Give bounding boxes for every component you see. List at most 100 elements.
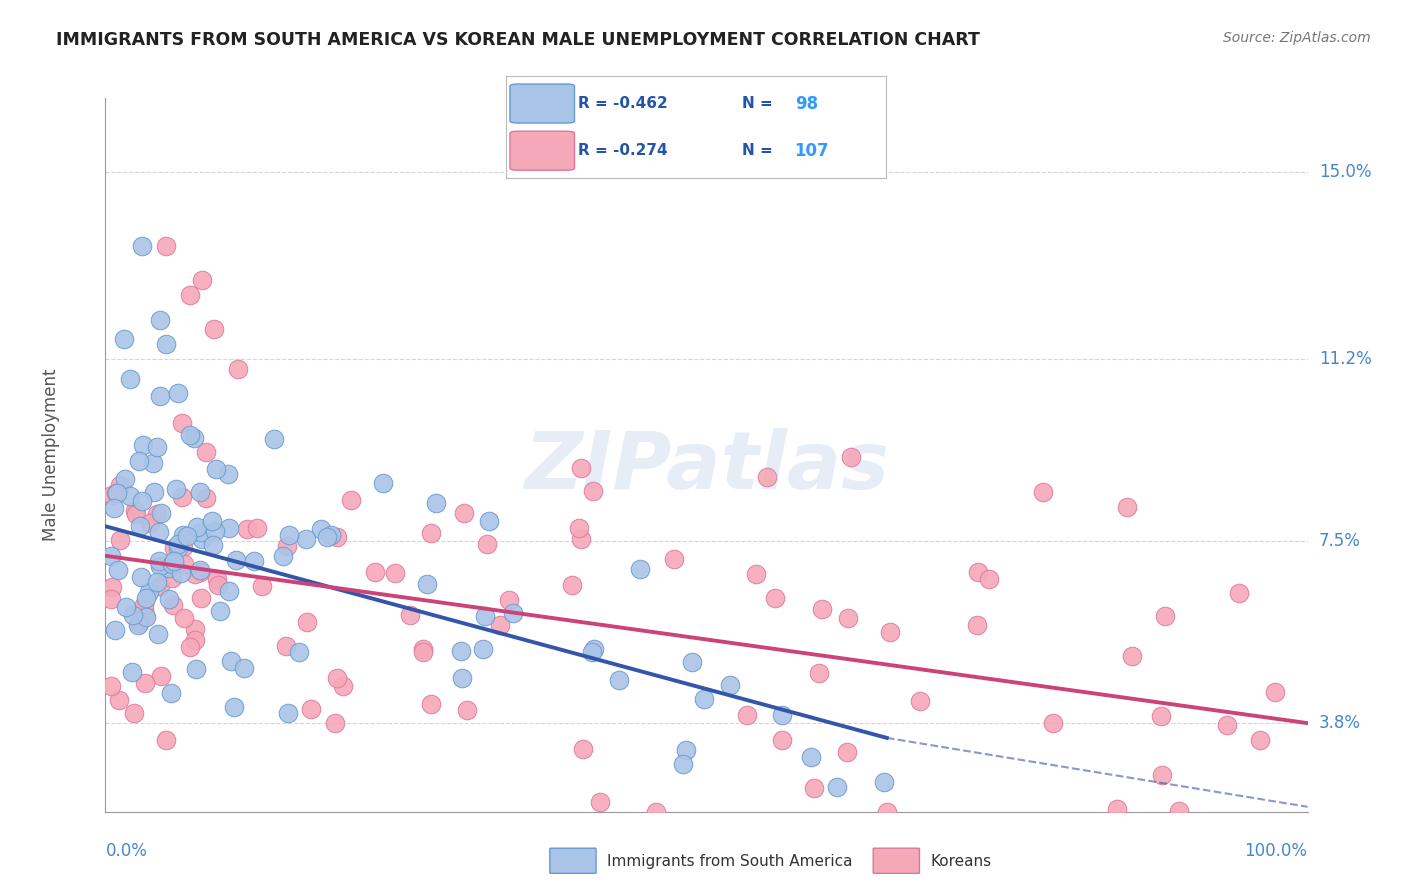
Point xyxy=(149,506,172,520)
Point xyxy=(299,702,322,716)
Point xyxy=(170,490,193,504)
Point xyxy=(745,567,768,582)
Point xyxy=(127,617,149,632)
Point xyxy=(879,624,901,639)
Point xyxy=(456,703,478,717)
Point xyxy=(142,456,165,470)
Point xyxy=(188,484,211,499)
Point xyxy=(309,522,332,536)
Point xyxy=(770,733,793,747)
Point xyxy=(172,528,194,542)
Point xyxy=(170,566,193,580)
Point xyxy=(100,592,122,607)
Point xyxy=(274,640,297,654)
Point xyxy=(135,591,157,605)
Point xyxy=(173,558,195,572)
Point xyxy=(263,432,285,446)
Point xyxy=(112,333,135,347)
Point xyxy=(569,460,592,475)
Point xyxy=(120,372,142,386)
Point xyxy=(294,533,316,547)
Point xyxy=(412,645,434,659)
Point xyxy=(839,450,862,465)
Point xyxy=(295,615,318,630)
Point xyxy=(170,416,193,430)
Point xyxy=(966,565,988,579)
FancyBboxPatch shape xyxy=(873,848,920,873)
Point xyxy=(101,488,124,502)
Point xyxy=(837,610,859,624)
Text: Immigrants from South America: Immigrants from South America xyxy=(607,855,853,869)
Point xyxy=(416,576,439,591)
Text: Male Unemployment: Male Unemployment xyxy=(42,368,60,541)
Point xyxy=(277,706,299,720)
Point xyxy=(101,580,124,594)
Point xyxy=(108,692,131,706)
Point xyxy=(1032,484,1054,499)
Point xyxy=(569,532,592,546)
Point xyxy=(184,622,207,636)
Point xyxy=(420,697,443,711)
Point xyxy=(582,483,605,498)
Point xyxy=(129,519,152,533)
Point xyxy=(876,805,898,819)
Point xyxy=(205,462,228,476)
Point xyxy=(155,337,177,351)
Point xyxy=(190,273,212,287)
Point xyxy=(763,591,786,605)
Point xyxy=(173,611,195,625)
Point xyxy=(100,549,122,563)
Point xyxy=(149,558,172,573)
Point xyxy=(103,500,125,515)
Point xyxy=(188,562,211,576)
Point xyxy=(451,671,474,685)
Point xyxy=(167,541,190,555)
Point xyxy=(288,645,311,659)
Point xyxy=(143,485,166,500)
Point xyxy=(662,551,685,566)
Text: 107: 107 xyxy=(794,142,830,160)
Point xyxy=(128,615,150,630)
Point xyxy=(105,485,128,500)
Point xyxy=(184,632,207,647)
Point xyxy=(217,467,239,482)
Point xyxy=(201,515,224,529)
Point xyxy=(1042,715,1064,730)
Point xyxy=(186,662,208,676)
Point xyxy=(146,440,169,454)
Point xyxy=(811,601,834,615)
Point xyxy=(207,578,229,592)
Point xyxy=(148,554,170,568)
Point xyxy=(453,506,475,520)
Point xyxy=(195,445,218,459)
Text: IMMIGRANTS FROM SOUTH AMERICA VS KOREAN MALE UNEMPLOYMENT CORRELATION CHART: IMMIGRANTS FROM SOUTH AMERICA VS KOREAN … xyxy=(56,31,980,49)
Point xyxy=(628,562,651,576)
Text: ZIPatlas: ZIPatlas xyxy=(524,428,889,507)
Point xyxy=(139,516,162,530)
Text: 100.0%: 100.0% xyxy=(1244,842,1308,860)
Point xyxy=(1154,608,1177,623)
Text: 3.8%: 3.8% xyxy=(1319,714,1361,732)
Text: R = -0.462: R = -0.462 xyxy=(578,96,668,111)
Point xyxy=(202,322,225,336)
Point xyxy=(873,775,896,789)
Point xyxy=(325,715,347,730)
Point xyxy=(120,489,142,503)
Point xyxy=(589,796,612,810)
Point xyxy=(121,665,143,679)
Point xyxy=(219,654,242,668)
Point xyxy=(1121,648,1143,663)
Point xyxy=(190,524,212,539)
Text: 98: 98 xyxy=(794,95,818,112)
Point xyxy=(607,673,630,687)
Point xyxy=(672,756,695,771)
Point xyxy=(478,515,501,529)
Point xyxy=(276,539,298,553)
Point xyxy=(172,541,194,555)
Point xyxy=(134,598,156,612)
Point xyxy=(681,656,703,670)
Point xyxy=(1227,586,1250,600)
Point xyxy=(165,482,187,496)
Point xyxy=(561,578,583,592)
Point xyxy=(278,528,301,542)
